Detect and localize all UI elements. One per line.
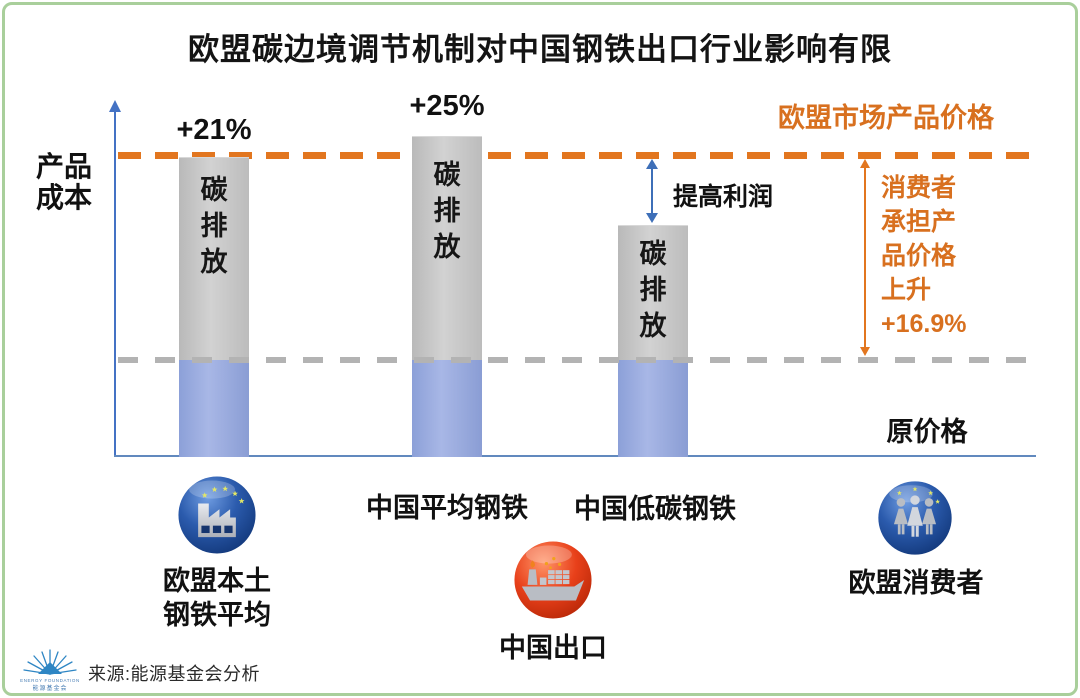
consumer-price-annotation: 消费者 承担产 品价格 上升 +16.9%	[881, 174, 967, 338]
bar3-segment-label: 碳排放	[639, 239, 667, 341]
profit-annotation: 提高利润	[673, 183, 774, 211]
bar3-caption: 中国低碳钢铁	[574, 494, 736, 524]
china-export-entity-label: 中国出口	[499, 633, 607, 663]
bar1-pct-label: +21%	[176, 114, 252, 146]
bar1-segment-label: 碳排放	[200, 175, 228, 277]
eu-steel-entity-label: 欧盟本土 钢铁平均	[163, 566, 271, 630]
source-note: 来源:能源基金会分析	[88, 664, 261, 684]
bar-china-avg-base	[412, 360, 482, 457]
eu-consumers-entity-label: 欧盟消费者	[848, 568, 984, 598]
y-axis-line	[114, 112, 116, 456]
bar-china-avg-carbon: 碳排放	[412, 136, 482, 360]
eu-consumers-icon	[878, 481, 952, 555]
original-price-dashed-line	[118, 357, 1032, 363]
chart-title: 欧盟碳边境调节机制对中国钢铁出口行业影响有限	[188, 32, 892, 67]
consumer-price-double-arrow-icon	[858, 159, 872, 356]
original-price-label: 原价格	[886, 417, 968, 447]
y-axis-arrow-icon	[109, 100, 121, 112]
bar-eu-steel-carbon: 碳排放	[179, 157, 249, 360]
eu-market-price-label: 欧盟市场产品价格	[778, 103, 994, 133]
china-ship-icon	[514, 541, 592, 619]
eu-market-price-dashed-line	[118, 152, 1032, 159]
bar2-caption: 中国平均钢铁	[366, 493, 528, 523]
logo-text-cn: 能源基金会	[32, 684, 67, 692]
bar2-segment-label: 碳排放	[433, 160, 461, 262]
bar-china-lowcarbon-base	[618, 360, 688, 457]
bar-china-lowcarbon-carbon: 碳排放	[618, 225, 688, 360]
bar2-pct-label: +25%	[409, 90, 485, 122]
eu-factory-icon	[178, 476, 256, 554]
x-axis-line	[114, 455, 1036, 457]
profit-double-arrow-icon	[645, 159, 659, 223]
energy-foundation-logo: ENERGY FOUNDATION 能源基金会	[20, 649, 80, 692]
y-axis-label: 产品 成本	[36, 151, 93, 213]
bar-eu-steel-base	[179, 360, 249, 457]
logo-text-en: ENERGY FOUNDATION	[20, 678, 80, 683]
